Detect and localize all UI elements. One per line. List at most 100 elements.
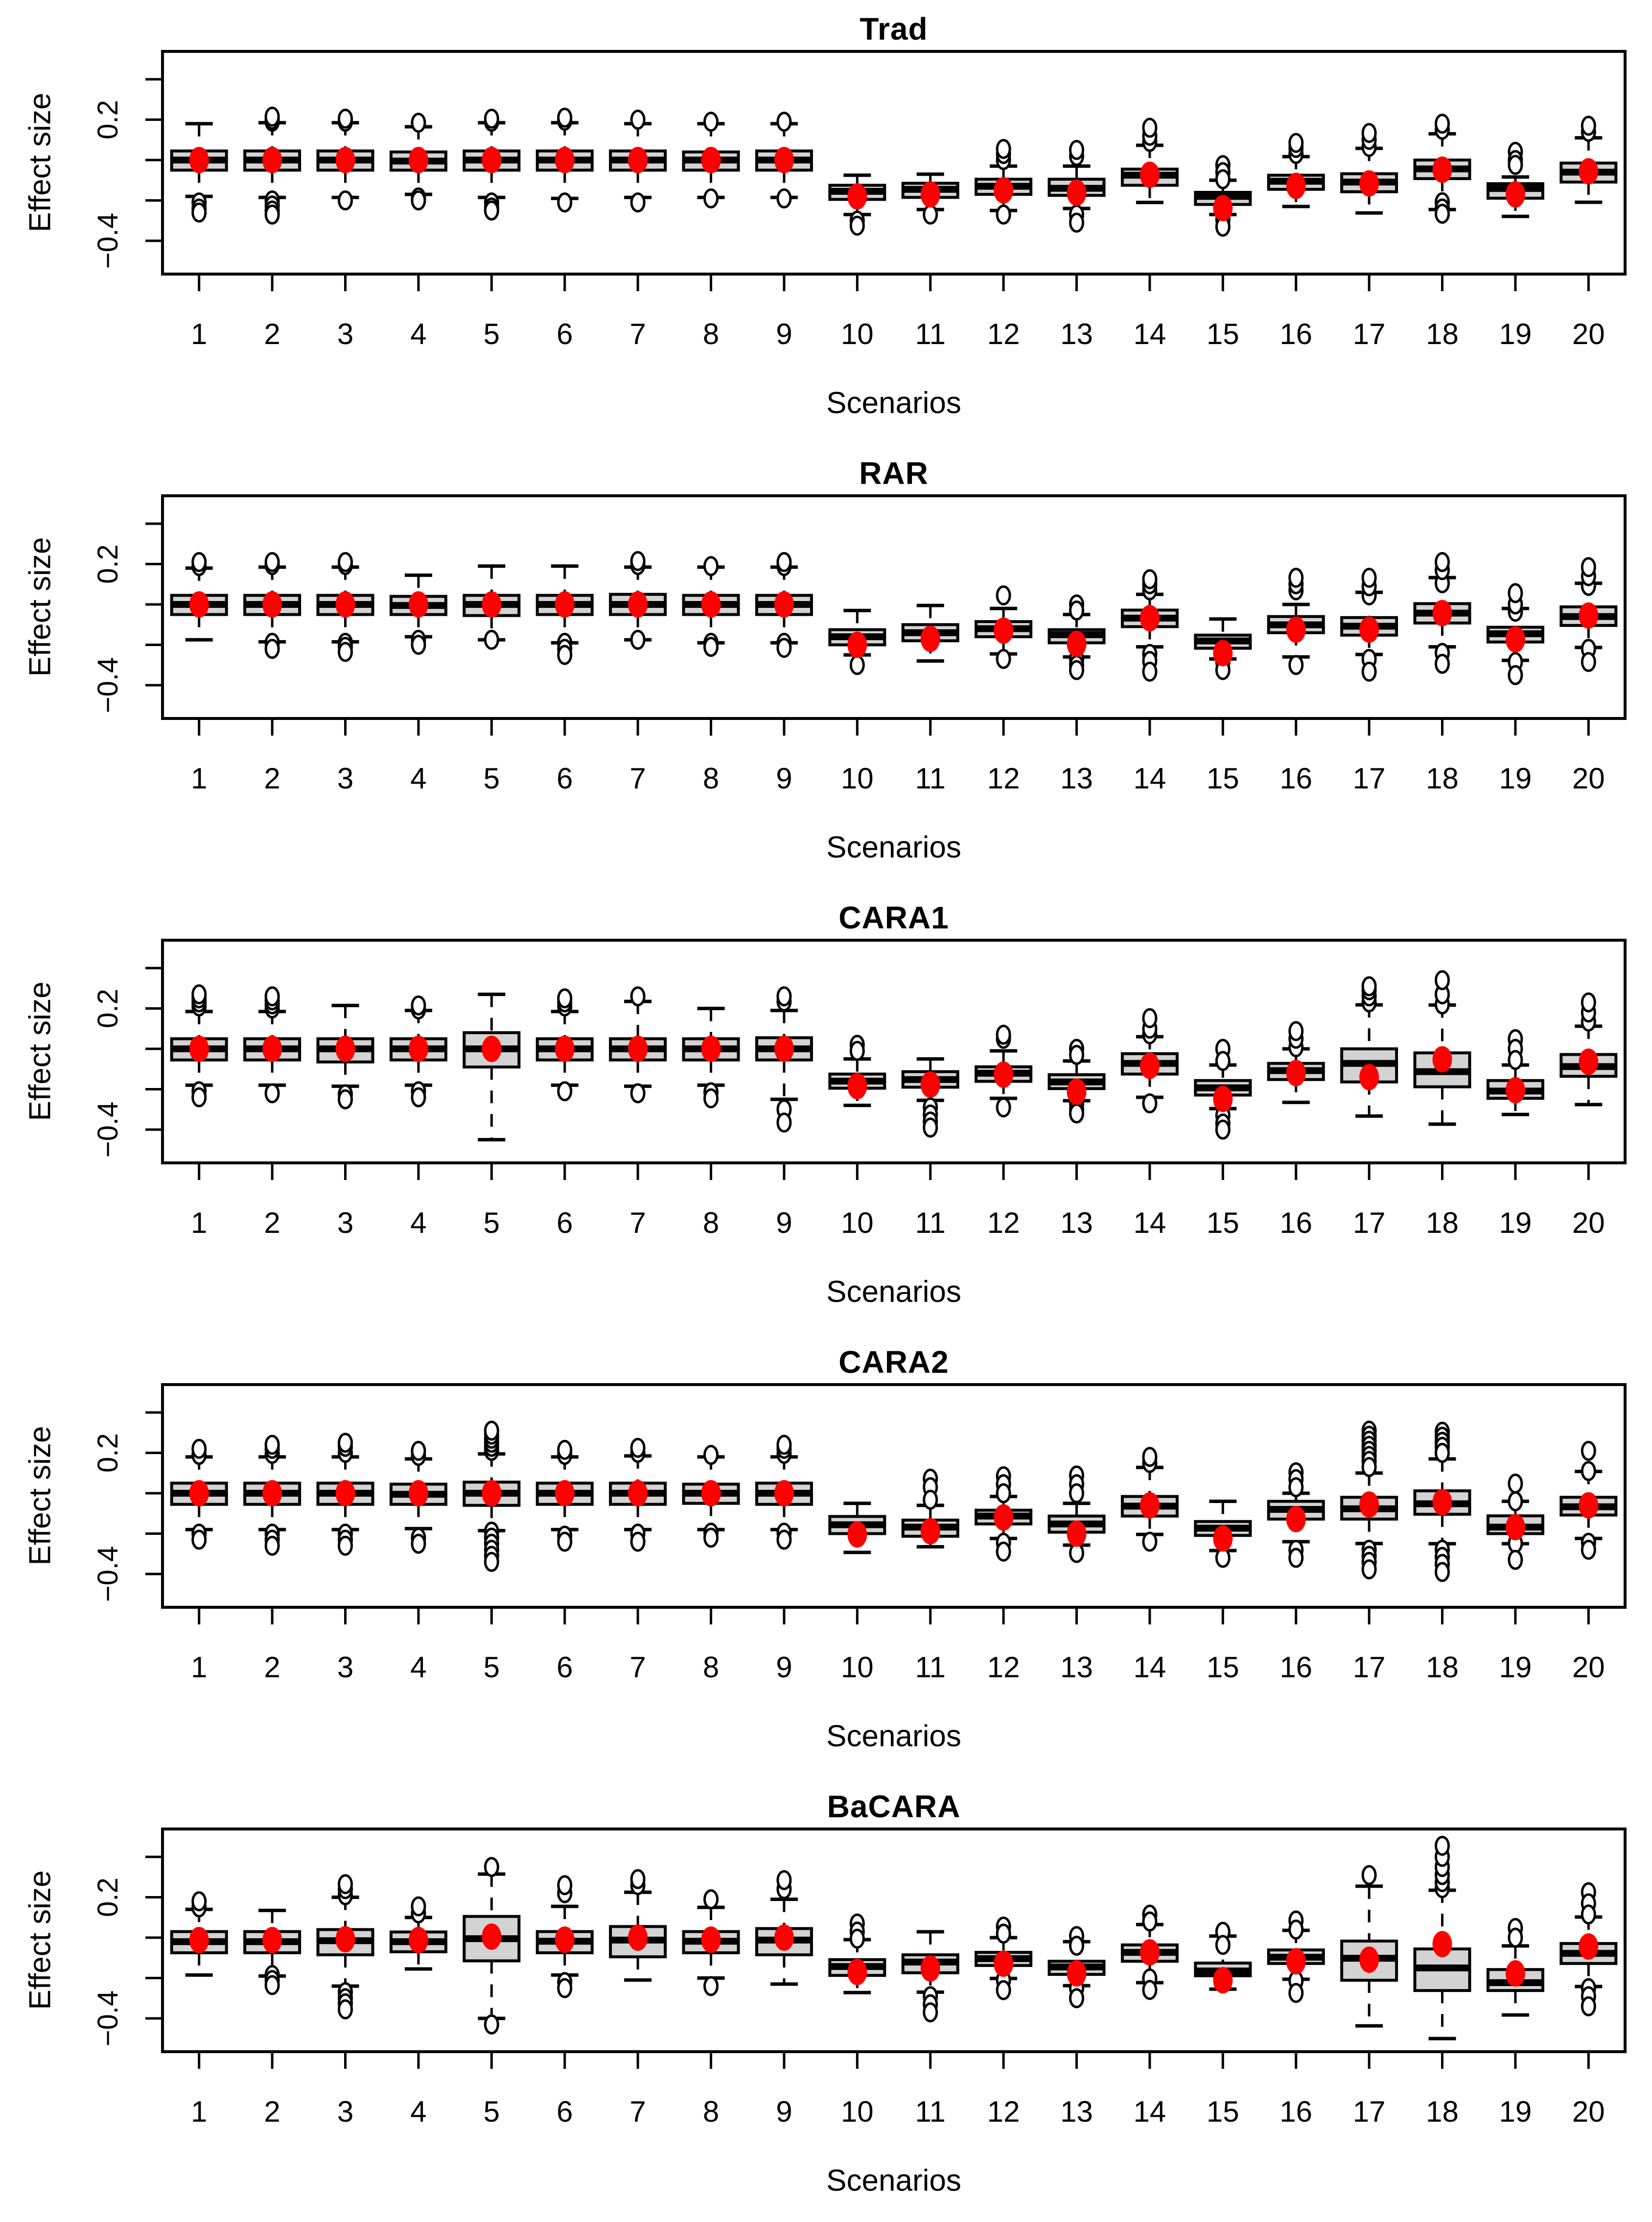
boxplot-scenario-9 (755, 112, 813, 208)
outlier-point (630, 986, 646, 1007)
outlier-point (1581, 652, 1596, 672)
mean-dot (1213, 1086, 1233, 1112)
mean-dot (555, 1480, 575, 1506)
outlier-point (1142, 117, 1158, 138)
outlier-point (484, 1420, 499, 1441)
x-tick-label: 9 (776, 1651, 792, 1684)
outlier-point (338, 642, 353, 662)
mean-dot (1359, 1064, 1379, 1090)
outlier-point (264, 1535, 280, 1556)
panel-title: CARA2 (838, 1344, 949, 1380)
boxplot-scenario-4 (389, 995, 447, 1108)
boxplot-scenario-20 (1559, 992, 1618, 1107)
boxplot-scenario-8 (682, 112, 740, 208)
boxplot-scenario-5 (463, 993, 521, 1142)
x-tick-label: 2 (264, 318, 280, 350)
outlier-point (484, 2014, 499, 2035)
boxplot-scenario-19 (1486, 141, 1544, 218)
boxplot-scenario-4 (389, 1896, 447, 1971)
outlier-point (703, 1976, 719, 1996)
y-tick-label: 0.2 (92, 989, 124, 1028)
boxplot-scenario-16 (1267, 1021, 1325, 1104)
boxplot-scenario-15 (1194, 155, 1252, 237)
outlier-point (1142, 1531, 1158, 1552)
outlier-point (923, 1489, 938, 1510)
outlier-point (411, 1533, 426, 1554)
mean-dot (994, 617, 1014, 644)
x-tick-label: 20 (1572, 1651, 1605, 1684)
mean-dot (701, 147, 721, 173)
outlier-point (264, 106, 280, 127)
outlier-point (1508, 583, 1523, 603)
x-tick-label: 13 (1060, 1651, 1093, 1684)
x-tick-label: 15 (1207, 1651, 1239, 1684)
boxplot-canvas-rar: 0.2−0.41 2 3 4 5 6 7 8 9 10 11 12 13 14 15 16 17 18 19 20 (92, 494, 1627, 795)
mean-dot (555, 1926, 575, 1953)
outlier-point (1435, 204, 1450, 224)
x-tick-label: 4 (410, 762, 426, 795)
mean-dot (189, 1036, 209, 1062)
mean-dot (189, 591, 209, 618)
outlier-point (191, 1087, 207, 1108)
outlier-point (996, 1980, 1011, 2000)
outlier-point (1288, 133, 1304, 153)
mean-dot (1359, 1491, 1379, 1518)
outlier-point (1435, 552, 1450, 572)
outlier-point (1142, 1447, 1158, 1467)
outlier-point (338, 190, 353, 210)
boxplot-scenario-3 (316, 1003, 374, 1110)
boxplot-scenario-14 (1120, 1447, 1179, 1552)
outlier-point (484, 629, 499, 650)
boxplot-scenario-18 (1413, 1421, 1471, 1582)
boxplot-scenario-12 (975, 139, 1033, 225)
outlier-point (1215, 169, 1231, 189)
panel-title: Trad (860, 11, 928, 46)
outlier-point (484, 108, 499, 129)
mean-dot (994, 1061, 1014, 1088)
boxplot-scenario-4 (389, 1440, 447, 1554)
boxplot-scenario-2 (243, 986, 302, 1104)
outlier-point (776, 1870, 792, 1890)
mean-dot (701, 1926, 721, 1953)
outlier-point (1288, 1920, 1304, 1940)
outlier-point (411, 635, 426, 655)
plot-border (161, 494, 1627, 720)
outlier-point (1361, 976, 1377, 996)
outlier-point (630, 1869, 646, 1889)
outlier-point (264, 1975, 280, 1995)
x-tick-label: 15 (1207, 2095, 1239, 2128)
outlier-point (630, 110, 646, 130)
x-tick-label: 11 (915, 318, 946, 350)
outlier-point (703, 1088, 719, 1109)
boxplot-scenario-18 (1413, 1835, 1471, 2040)
x-tick-label: 17 (1353, 318, 1386, 350)
outlier-point (411, 1087, 426, 1108)
outlier-point (1288, 1548, 1304, 1568)
mean-dot (701, 1480, 721, 1506)
outlier-point (557, 107, 573, 128)
boxplot-scenario-8 (682, 1007, 740, 1109)
mean-dot (1286, 1060, 1306, 1087)
x-tick-label: 18 (1426, 1651, 1459, 1684)
outlier-point (1215, 1119, 1231, 1140)
outlier-point (1288, 1983, 1304, 2003)
boxplot-scenario-11 (901, 1468, 959, 1549)
x-tick-label: 10 (841, 762, 874, 795)
boxplot-scenario-17 (1340, 123, 1398, 215)
outlier-point (1069, 1483, 1084, 1504)
x-tick-label: 8 (703, 762, 719, 795)
outlier-point (1361, 661, 1377, 682)
outlier-point (630, 192, 646, 213)
outlier-point (1361, 568, 1377, 588)
x-tick-label: 13 (1060, 2095, 1093, 2128)
outlier-point (1288, 655, 1304, 675)
boxplot-scenario-10 (828, 1035, 886, 1107)
mean-dot (1140, 162, 1160, 188)
x-tick-label: 15 (1207, 1206, 1239, 1239)
mean-dot (189, 1480, 209, 1506)
x-tick-label: 11 (915, 762, 946, 795)
mean-dot (1579, 602, 1599, 629)
y-axis-label: Effect size (23, 1870, 57, 2010)
outlier-point (1361, 1559, 1377, 1580)
outlier-point (338, 1874, 353, 1895)
